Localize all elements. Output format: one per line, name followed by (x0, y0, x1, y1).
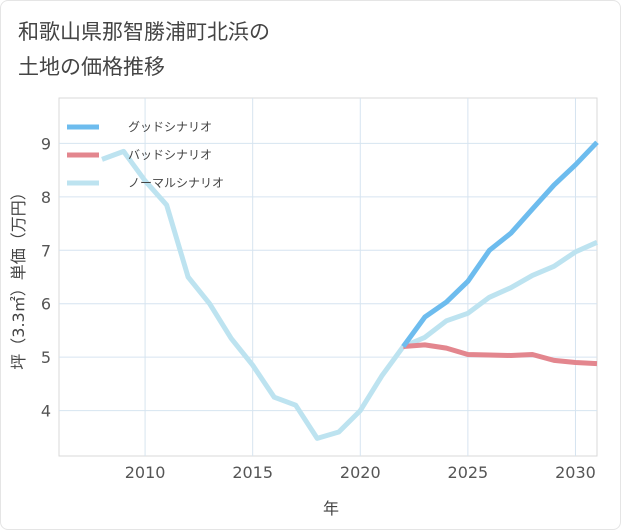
y-tick-label: 5 (41, 348, 51, 367)
legend-label-2: ノーマルシナリオ (128, 176, 224, 190)
y-tick-label: 6 (41, 295, 51, 314)
legend-label-0: グッドシナリオ (128, 120, 212, 134)
x-axis-title: 年 (323, 499, 339, 518)
x-tick-label: 2010 (125, 463, 166, 482)
y-axis-title: 坪（3.3㎡）単価（万円） (9, 184, 28, 369)
x-tick-label: 2020 (340, 463, 381, 482)
x-tick-label: 2030 (555, 463, 596, 482)
series-line-2 (101, 148, 599, 441)
y-tick-label: 9 (41, 134, 51, 153)
series-line-0 (401, 140, 599, 348)
y-tick-label: 4 (41, 402, 51, 421)
legend-label-1: バッドシナリオ (128, 148, 212, 162)
x-tick-label: 2015 (232, 463, 273, 482)
chart-title-line-1: 和歌山県那智勝浦町北浜の (18, 20, 270, 44)
chart-title-line-2: 土地の価格推移 (18, 55, 165, 79)
chart-title: 和歌山県那智勝浦町北浜の 土地の価格推移 (18, 15, 270, 85)
y-tick-label: 8 (41, 188, 51, 207)
plot-area (58, 97, 598, 457)
y-tick-label: 7 (41, 241, 51, 260)
series-layer (101, 140, 599, 441)
series-line-1 (403, 342, 598, 367)
x-tick-label: 2025 (448, 463, 489, 482)
tick-labels: 2010 2015 2020 2025 2030 4 5 6 7 8 9 (41, 134, 596, 482)
